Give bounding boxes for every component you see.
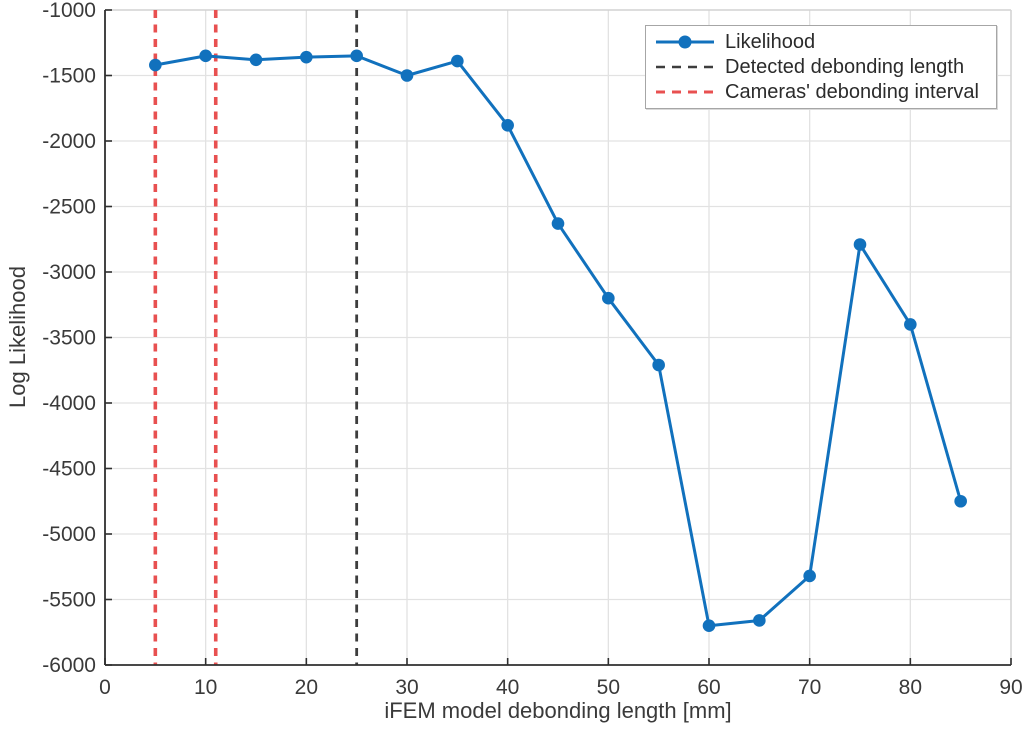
y-tick-label: -2000: [42, 130, 96, 153]
y-tick-label: -5000: [42, 523, 96, 546]
likelihood-marker: [753, 614, 766, 627]
x-tick-label: 60: [697, 676, 720, 699]
y-tick-label: -1500: [42, 65, 96, 88]
legend: Likelihood Detected debonding length Cam…: [645, 25, 997, 109]
likelihood-marker: [149, 58, 162, 72]
likelihood-marker: [249, 53, 263, 67]
x-tick-label: 10: [194, 676, 217, 699]
y-tick-label: -1000: [42, 0, 96, 22]
x-tick-label: 90: [999, 676, 1022, 699]
x-tick-label: 0: [99, 676, 111, 699]
y-tick-label: -4000: [42, 392, 96, 415]
likelihood-marker: [350, 49, 363, 63]
likelihood-marker: [199, 49, 212, 63]
legend-label-likelihood: Likelihood: [725, 30, 816, 53]
likelihood-marker: [954, 494, 967, 508]
dashed-red-line-sample-icon: [656, 90, 714, 94]
likelihood-marker: [501, 118, 514, 132]
x-tick-label: 30: [395, 676, 418, 699]
legend-item-detected-debonding-length: Detected debonding length: [654, 56, 988, 78]
likelihood-marker: [702, 619, 716, 632]
likelihood-marker: [300, 50, 313, 64]
y-tick-label: -4500: [42, 458, 96, 481]
likelihood-marker: [551, 217, 565, 230]
legend-label-cameras-debonding-interval: Cameras' debonding interval: [725, 81, 979, 104]
y-tick-label: -3500: [42, 327, 96, 350]
likelihood-marker: [803, 569, 816, 583]
x-tick-label: 80: [899, 676, 922, 699]
y-axis-label: Log Likelihood: [5, 266, 30, 408]
x-tick-label: 40: [496, 676, 519, 699]
x-axis-label: iFEM model debonding length [mm]: [384, 698, 732, 723]
likelihood-marker: [853, 238, 867, 251]
dashed-dark-line-sample-icon: [656, 65, 714, 69]
y-tick-label: -2500: [42, 196, 96, 219]
likelihood-marker: [904, 318, 917, 331]
likelihood-marker: [602, 291, 615, 305]
legend-label-detected-debonding-length: Detected debonding length: [725, 55, 965, 78]
likelihood-marker: [652, 358, 665, 372]
x-tick-label: 50: [597, 676, 620, 699]
y-tick-label: -5500: [42, 589, 96, 612]
likelihood-marker: [451, 54, 464, 68]
likelihood-marker: [400, 69, 414, 82]
x-tick-label: 70: [798, 676, 821, 699]
likelihood-line-sample-icon: [656, 35, 714, 49]
y-tick-label: -6000: [42, 654, 96, 677]
legend-item-likelihood: Likelihood: [654, 31, 988, 53]
y-tick-label: -3000: [42, 261, 96, 284]
legend-item-cameras-debonding-interval: Cameras' debonding interval: [654, 81, 988, 103]
x-tick-label: 20: [295, 676, 318, 699]
